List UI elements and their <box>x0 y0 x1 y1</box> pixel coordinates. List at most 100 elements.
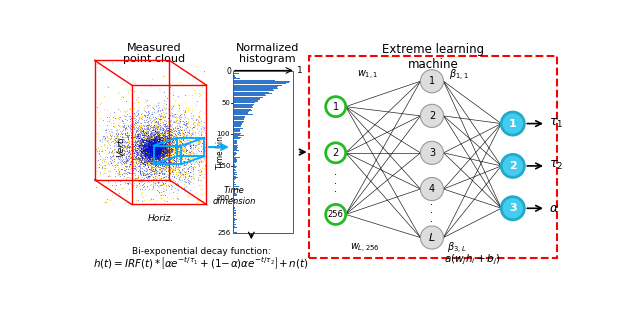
Point <box>180 122 190 128</box>
Point <box>145 138 155 143</box>
Point <box>145 151 156 156</box>
Point <box>148 139 159 144</box>
Point <box>162 148 172 154</box>
Point <box>131 159 141 164</box>
Point <box>147 149 157 154</box>
Point <box>156 134 166 139</box>
Point <box>152 156 162 161</box>
Point <box>175 162 185 168</box>
Point <box>166 119 176 124</box>
Point <box>190 123 200 128</box>
Point <box>119 168 129 173</box>
Point <box>158 142 168 147</box>
Point <box>131 155 141 160</box>
Point <box>163 145 173 150</box>
Point <box>127 129 138 134</box>
Point <box>165 144 175 149</box>
Point <box>150 148 161 154</box>
Point <box>138 140 148 145</box>
Point <box>175 139 185 145</box>
Point <box>143 146 154 151</box>
Point <box>157 163 168 168</box>
Point <box>154 148 164 153</box>
Point <box>150 135 161 140</box>
Point <box>153 148 163 153</box>
Point <box>146 122 156 127</box>
Point <box>178 121 188 126</box>
Point <box>149 142 159 147</box>
Point <box>146 142 156 147</box>
Point <box>179 120 189 125</box>
Bar <box>234 138 239 139</box>
Point <box>166 154 176 159</box>
Point <box>167 166 177 171</box>
Point <box>117 134 127 140</box>
Point <box>173 156 184 162</box>
Point <box>145 141 156 146</box>
Point <box>196 141 207 146</box>
Point <box>192 160 202 165</box>
Point <box>190 152 200 157</box>
Point <box>136 187 147 192</box>
Point <box>154 148 164 153</box>
Point <box>166 127 176 132</box>
Point <box>160 147 170 153</box>
Point <box>156 150 166 155</box>
Point <box>151 144 161 149</box>
Point <box>156 170 166 175</box>
Point <box>152 153 163 158</box>
Point <box>188 167 198 172</box>
Bar <box>234 218 235 219</box>
Point <box>168 127 178 132</box>
Point <box>173 122 184 127</box>
Point <box>138 150 148 156</box>
Point <box>145 153 155 158</box>
Bar <box>234 203 236 204</box>
Point <box>144 142 154 147</box>
Point <box>137 159 147 165</box>
Point <box>159 142 170 147</box>
Point <box>189 154 200 159</box>
Point <box>127 153 137 158</box>
Point <box>157 158 167 163</box>
Point <box>153 144 163 149</box>
Point <box>156 145 166 150</box>
Point <box>124 170 134 175</box>
Point <box>198 125 208 130</box>
Point <box>139 164 149 169</box>
Point <box>156 144 166 149</box>
Point <box>116 160 127 165</box>
Point <box>114 149 124 155</box>
Point <box>154 138 164 144</box>
Point <box>138 137 148 143</box>
Point <box>134 163 144 168</box>
Point <box>151 138 161 144</box>
Point <box>196 84 207 89</box>
Point <box>154 150 164 156</box>
Point <box>148 153 158 158</box>
Point <box>150 163 160 168</box>
Point <box>152 163 162 168</box>
Point <box>141 137 152 142</box>
Point <box>156 143 166 148</box>
Point <box>116 156 127 162</box>
Point <box>147 149 157 154</box>
Point <box>138 139 148 145</box>
Point <box>165 127 175 132</box>
Point <box>147 151 157 156</box>
Point <box>149 140 159 145</box>
Point <box>148 138 158 143</box>
Point <box>177 162 188 168</box>
Point <box>199 111 209 116</box>
Point <box>148 146 159 151</box>
Point <box>160 138 170 143</box>
Point <box>142 137 152 142</box>
Point <box>173 136 184 142</box>
Point <box>128 147 138 153</box>
Point <box>157 138 168 144</box>
Point <box>147 146 157 152</box>
Point <box>107 60 117 65</box>
Point <box>148 146 159 151</box>
Point <box>146 150 156 155</box>
Point <box>179 182 189 187</box>
